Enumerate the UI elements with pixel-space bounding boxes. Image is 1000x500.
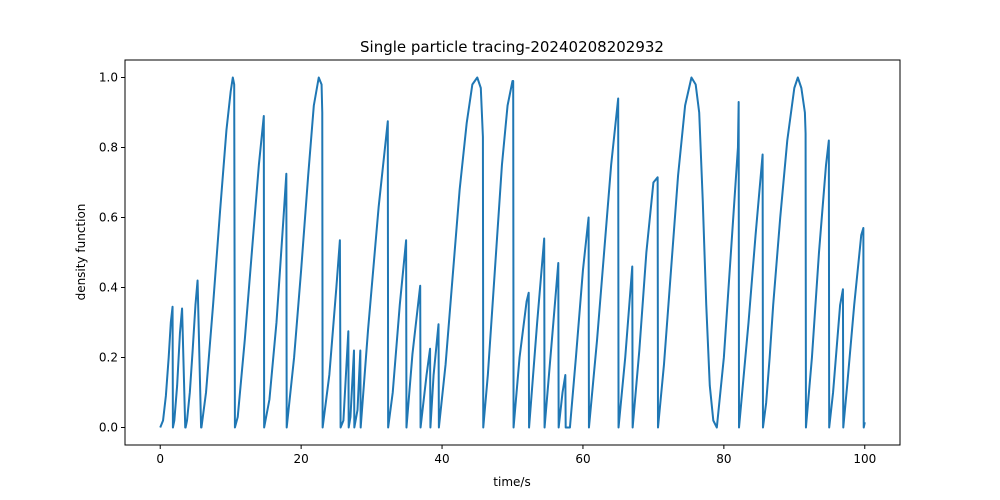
x-axis-label: time/s xyxy=(493,475,530,489)
y-tick-label: 0.8 xyxy=(99,141,118,155)
chart-title: Single particle tracing-20240208202932 xyxy=(360,38,664,56)
plot-frame xyxy=(124,59,901,446)
y-tick-label: 0.4 xyxy=(99,281,118,295)
y-tick-label: 0.6 xyxy=(99,211,118,225)
y-axis-label: density function xyxy=(74,204,88,301)
x-tick-label: 60 xyxy=(575,452,590,466)
x-tick-label: 100 xyxy=(853,452,876,466)
y-tick-label: 0.2 xyxy=(99,351,118,365)
x-tick-label: 80 xyxy=(716,452,731,466)
plot-area xyxy=(159,76,866,429)
x-tick-label: 40 xyxy=(434,452,449,466)
x-tick-label: 0 xyxy=(156,452,164,466)
y-tick-label: 0.0 xyxy=(99,421,118,435)
x-tick-label: 20 xyxy=(293,452,308,466)
y-tick-label: 1.0 xyxy=(99,71,118,85)
y-axis: 0.0 0.2 0.4 0.6 0.8 1.0 xyxy=(99,71,125,435)
x-axis: 0 20 40 60 80 100 xyxy=(156,445,876,466)
series-line-0 xyxy=(159,76,866,429)
